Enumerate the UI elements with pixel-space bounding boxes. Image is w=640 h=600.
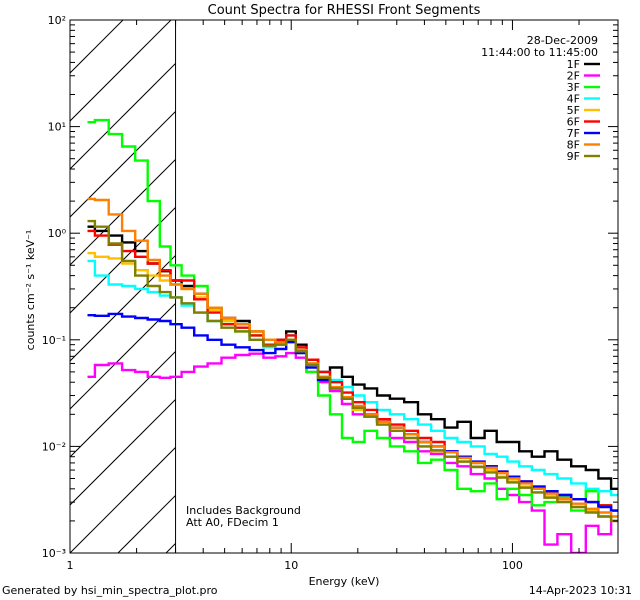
footer-generated-by: Generated by hsi_min_spectra_plot.pro (2, 584, 218, 597)
y-tick-label: 10⁻² (42, 440, 66, 453)
legend-label-1F: 1F (567, 58, 580, 71)
chart-title: Count Spectra for RHESSI Front Segments (208, 3, 481, 18)
legend-label-6F: 6F (567, 116, 580, 129)
axis-ticks: 1 10 100 10⁻³ 10⁻² 10⁻¹ 10⁰ 10¹ 10² (42, 14, 619, 572)
series-9F (87, 219, 618, 523)
legend-label-4F: 4F (567, 93, 580, 106)
legend-label-5F: 5F (567, 104, 580, 117)
y-tick-label: 10⁰ (48, 227, 67, 240)
date-label: 28-Dec-2009 (527, 34, 598, 47)
y-tick-label: 10⁻³ (42, 547, 66, 560)
hatch-line (70, 20, 172, 122)
time-range-label: 11:44:00 to 11:45:00 (481, 46, 598, 59)
plot-frame (69, 19, 619, 554)
legend-label-2F: 2F (567, 70, 580, 83)
legend-label-9F: 9F (567, 150, 580, 163)
series-8F (87, 197, 618, 518)
series-layer (87, 118, 618, 553)
x-axis-label: Energy (keV) (309, 575, 380, 588)
y-axis-label: counts cm⁻² s⁻¹ keV⁻¹ (24, 230, 37, 351)
legend-label-7F: 7F (567, 127, 580, 140)
x-tick-label: 1 (67, 559, 74, 572)
hatch-line (70, 20, 220, 170)
hatched-region (70, 20, 618, 553)
x-tick-label: 10 (284, 559, 298, 572)
legend-label-8F: 8F (567, 139, 580, 152)
hatch-mask (175, 20, 618, 553)
series-3F (87, 118, 618, 512)
annotation-attenuator: Att A0, FDecim 1 (186, 516, 279, 529)
series-2F (87, 351, 618, 553)
y-tick-label: 10⁻¹ (42, 334, 66, 347)
y-tick-label: 10¹ (48, 121, 66, 134)
annotation-background: Includes Background (186, 504, 301, 517)
y-tick-label: 10² (48, 14, 66, 27)
legend-label-3F: 3F (567, 81, 580, 94)
x-tick-label: 100 (502, 559, 523, 572)
footer-timestamp: 14-Apr-2023 10:31 (529, 584, 632, 597)
